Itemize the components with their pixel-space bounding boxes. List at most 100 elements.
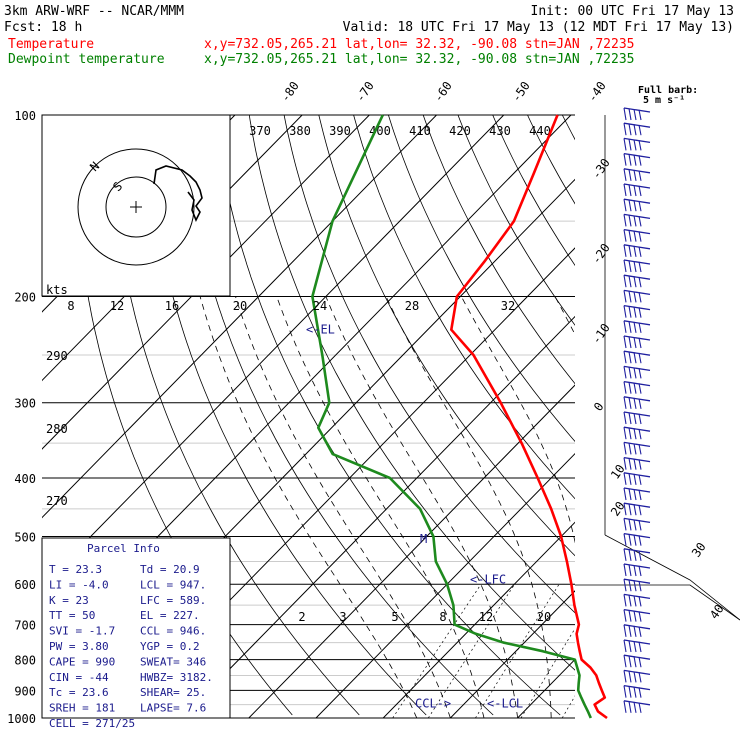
- barb-shaft: [623, 411, 651, 417]
- isobar-label-800: 800: [14, 654, 36, 668]
- barb-shaft: [623, 639, 651, 645]
- theta-label: 380: [289, 124, 311, 138]
- barb-feather: [638, 489, 642, 501]
- barb-feather: [623, 655, 627, 668]
- theta-label: 370: [249, 124, 271, 138]
- barb-feather: [633, 428, 637, 440]
- isotherm-label: 40: [707, 602, 727, 622]
- barb-feather: [633, 185, 637, 197]
- barb-shaft: [623, 213, 651, 220]
- barb-feather: [633, 565, 637, 577]
- wind-barb: [623, 548, 651, 561]
- wind-barb: [623, 472, 651, 485]
- barb-feather: [623, 305, 627, 318]
- barb-feather: [623, 107, 627, 121]
- wind-barb: [623, 502, 651, 516]
- barb-feather: [623, 381, 627, 394]
- dry-adiabat: [736, 115, 740, 715]
- parcel-row-right: LFC = 589.: [140, 594, 206, 607]
- barb-shaft: [623, 472, 651, 478]
- hodograph-ring: [105, 176, 167, 238]
- barb-feather: [638, 155, 642, 166]
- barb-shaft: [623, 654, 651, 660]
- barb-feather: [638, 565, 642, 577]
- barb-feather: [638, 292, 642, 303]
- hodograph-speed-label: 20: [233, 299, 247, 313]
- mixing-ratio-label: 12: [479, 610, 493, 624]
- barb-feather: [623, 199, 627, 212]
- barb-shaft: [623, 456, 651, 463]
- isobar-label-400: 400: [14, 472, 36, 486]
- barb-feather: [638, 185, 642, 197]
- model-title: 3km ARW-WRF -- NCAR/MMM: [4, 4, 184, 19]
- wind-barb: [623, 122, 651, 136]
- isotherm: [517, 658, 575, 718]
- barb-feather: [633, 337, 637, 349]
- isotherm: [450, 590, 575, 718]
- barb-feather: [628, 366, 632, 379]
- wind-barb: [623, 198, 651, 212]
- parcel-row-left: LI = -4.0: [49, 578, 109, 591]
- barb-feather: [638, 580, 642, 592]
- barb-feather: [628, 503, 632, 516]
- isotherm-label: -10: [589, 321, 613, 347]
- barb-feather: [623, 259, 627, 273]
- dry-adiabat: [632, 115, 740, 715]
- barb-feather: [638, 170, 642, 181]
- barb-feather: [633, 154, 637, 166]
- barb-shaft: [623, 152, 651, 159]
- theta-label: 390: [329, 124, 351, 138]
- isotherm-label: -20: [589, 241, 613, 267]
- barb-feather: [633, 382, 637, 394]
- barb-feather: [638, 140, 642, 151]
- barb-feather: [638, 672, 642, 683]
- wind-barb: [623, 441, 651, 455]
- mixing-ratio-label: 5: [391, 610, 398, 624]
- wind-barb: [623, 532, 651, 546]
- barb-feather: [638, 261, 642, 273]
- mixing-ratio-label: 2: [298, 610, 305, 624]
- barb-feather: [633, 306, 637, 318]
- barb-feather: [638, 596, 642, 607]
- theta-label: 440: [529, 124, 551, 138]
- wind-barb: [623, 563, 651, 577]
- hodograph-trace: [153, 165, 203, 222]
- wind-barb: [623, 593, 651, 607]
- isotherm: [181, 315, 575, 718]
- barb-feather: [638, 550, 642, 561]
- parcel-title: Parcel Info: [87, 542, 160, 555]
- barb-feather: [633, 549, 637, 561]
- barb-feather: [633, 458, 637, 470]
- barb-shaft: [623, 624, 651, 630]
- barb-feather: [633, 230, 637, 242]
- hodograph-speed-label: 24: [313, 299, 327, 313]
- barb-feather: [638, 504, 642, 516]
- barb-feather: [628, 473, 632, 485]
- isobar-label-1000: 1000: [7, 712, 36, 726]
- barb-feather: [633, 686, 637, 698]
- barb-feather: [633, 397, 637, 409]
- wind-barb: [623, 107, 651, 121]
- isotherm: [42, 115, 505, 587]
- wind-barb: [623, 608, 651, 622]
- barb-feather: [623, 487, 627, 501]
- barb-feather: [633, 595, 637, 607]
- isobar-label-900: 900: [14, 684, 36, 698]
- barb-shaft: [623, 183, 651, 189]
- left-theta-label: 280: [46, 422, 68, 436]
- dry-adiabat: [422, 115, 575, 385]
- barb-feather: [638, 124, 642, 136]
- barb-feather: [628, 655, 632, 668]
- barb-feather: [623, 670, 627, 683]
- parcel-box: [41, 537, 231, 719]
- barb-feather: [628, 488, 632, 501]
- barb-feather: [628, 458, 632, 470]
- barb-feather: [628, 518, 632, 531]
- wind-barbs: [575, 107, 740, 713]
- hodograph-speed-label: 28: [405, 299, 419, 313]
- isotherm: [42, 115, 437, 519]
- wind-barb: [623, 335, 651, 349]
- isotherm: [719, 115, 740, 718]
- barb-shaft: [623, 532, 651, 539]
- parcel-row-right: SWEAT= 346: [140, 655, 206, 668]
